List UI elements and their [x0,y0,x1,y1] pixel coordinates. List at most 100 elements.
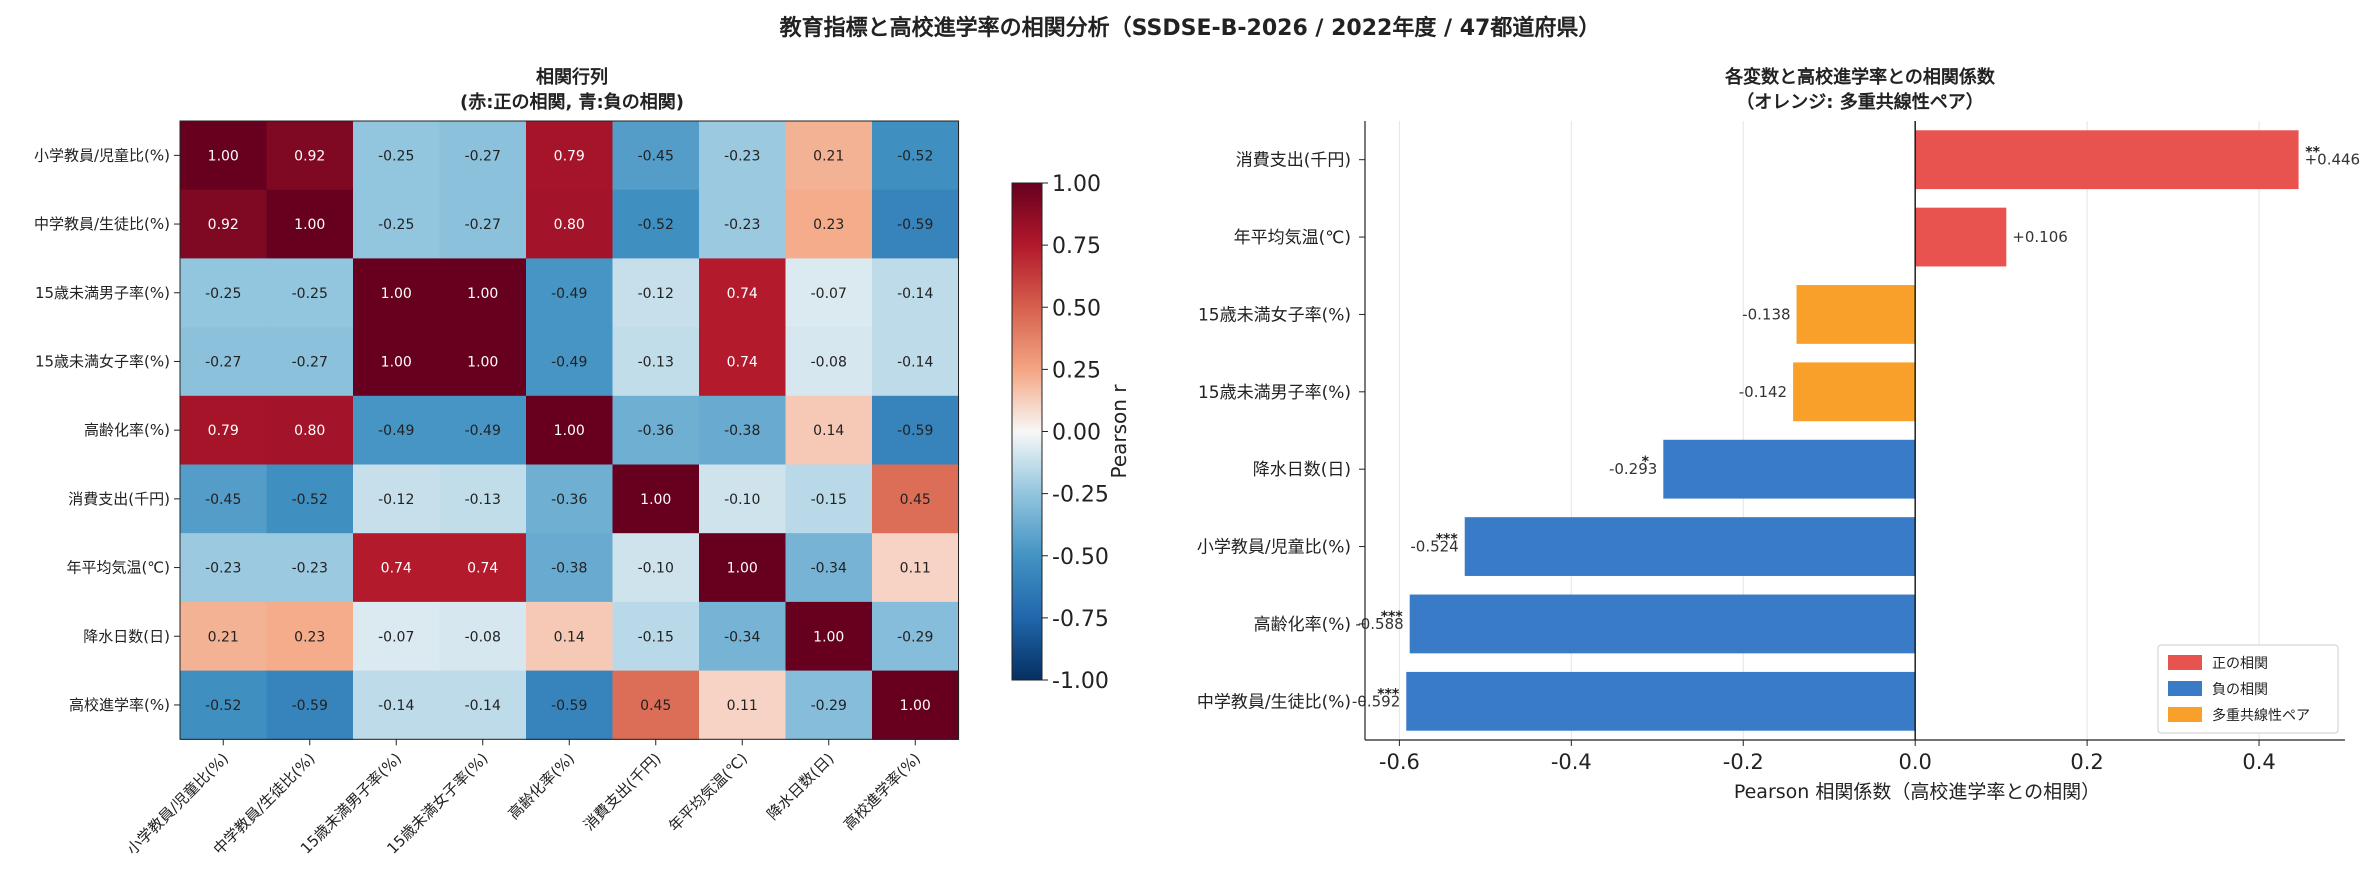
bar [1796,285,1916,344]
heatmap-cell [266,670,354,740]
heatmap-panel: 相関行列 (赤:正の相関, 青:負の相関) 1.00 0.92 -0.25 -0.27… [34,66,1131,858]
heatmap-cell-value: 0.92 [208,217,239,233]
heatmap-cell [266,258,354,328]
bar-category-label: 15歳未満女子率(%) [1198,305,1351,325]
heatmap-cell [266,395,354,466]
heatmap-cell-value: -0.08 [465,629,501,645]
heatmap-cell [872,121,960,191]
heatmap-cell-value: -0.27 [465,148,501,164]
heatmap-cell [699,670,787,740]
heatmap-cell [439,327,527,397]
heatmap-cell-value: 0.11 [900,561,931,577]
heatmap-cell [785,258,873,328]
heatmap-column-labels: 小学教員/児童比(%)中学教員/生徒比(%)15歳未満男子率(%)15歳未満女子… [123,739,924,858]
heatmap-cell-value: -0.45 [205,492,241,508]
heatmap-cell-value: -0.49 [465,423,501,439]
heatmap-cell [439,395,527,466]
heatmap-cells: 1.00 0.92 -0.25 -0.27 0.79 -0.45 -0.23 0.21 -0.5… [179,120,960,740]
bar-category-label: 高齢化率(%) [1254,615,1351,635]
heatmap-cell-value: 0.74 [727,286,758,302]
heatmap-cell-value: -0.52 [205,698,241,714]
colorbar-tick-label: 0.25 [1052,358,1101,383]
legend-swatch [2168,681,2202,696]
heatmap-cell [526,670,614,740]
bar-xlabel: Pearson 相関係数（高校進学率との相関） [1734,781,2100,803]
heatmap-cell-value: 0.80 [294,423,325,439]
heatmap-column-label: 降水日数(日) [764,749,838,823]
heatmap-cell [439,670,527,740]
heatmap-cell [699,258,787,328]
colorbar-tick-label: 0.50 [1052,296,1101,321]
heatmap-cell-value: 1.00 [554,423,585,439]
heatmap-cell [872,258,960,328]
bar-value-label: -0.588 [1355,615,1403,633]
heatmap-cell [266,327,354,397]
bar-xtick-label: -0.2 [1723,750,1764,774]
heatmap-cell [872,464,960,534]
heatmap-cell [872,670,960,740]
heatmap-cell-value: 1.00 [900,698,931,714]
bar-category-label: 消費支出(千円) [1236,151,1351,171]
bar-value-label: -0.293 [1609,460,1657,478]
heatmap-cell-value: 0.80 [554,217,585,233]
heatmap-cell [699,533,787,603]
bar [1793,362,1916,422]
bar-value-label: +0.446 [2305,151,2361,169]
heatmap-cell [612,189,700,259]
heatmap-cell-value: -0.27 [205,354,241,370]
heatmap-cell-value: 1.00 [467,354,498,370]
heatmap-cell-value: -0.10 [638,561,674,577]
heatmap-cell-value: -0.14 [465,698,501,714]
heatmap-cell [872,395,960,466]
heatmap-cell-value: -0.38 [724,423,760,439]
bar [1915,207,2007,267]
heatmap-cell-value: -0.49 [551,354,587,370]
heatmap-cell-value: -0.59 [897,217,933,233]
bar-value-label: -0.592 [1352,692,1400,710]
heatmap-cell [872,327,960,397]
heatmap-cell [180,670,268,740]
heatmap-cell [526,533,614,603]
colorbar-tick-label: 1.00 [1052,172,1101,197]
legend-frame [2157,644,2339,734]
heatmap-cell [699,327,787,397]
heatmap-cell-value: -0.23 [724,148,760,164]
heatmap-cell [353,189,441,259]
heatmap-cell-value: -0.38 [551,561,587,577]
heatmap-cell-value: -0.25 [292,286,328,302]
bar-value-label: -0.524 [1410,538,1458,556]
heatmap-cell [439,121,527,191]
heatmap-cell-value: 1.00 [381,286,412,302]
heatmap-cell [526,395,614,466]
heatmap-cell [266,601,354,672]
heatmap-cell-value: -0.08 [811,354,847,370]
heatmap-cell-value: 0.74 [727,354,758,370]
heatmap-cell [785,601,873,672]
heatmap-column-label: 消費支出(千円) [580,749,665,834]
bar-value-label: -0.138 [1742,305,1790,323]
heatmap-cell-value: -0.49 [551,286,587,302]
heatmap-cell [526,327,614,397]
heatmap-cell [180,395,268,466]
colorbar-tick-label: 0.75 [1052,234,1101,259]
heatmap-cell-value: 1.00 [208,148,239,164]
heatmap-cell-value: -0.52 [897,148,933,164]
legend-label: 多重共線性ペア [2212,707,2310,724]
colorbar-tick-label: 0.00 [1052,421,1101,446]
heatmap-cell-value: -0.29 [811,698,847,714]
heatmap-cell-value: -0.59 [292,698,328,714]
heatmap-cell-value: -0.27 [465,217,501,233]
heatmap-row-labels: 小学教員/児童比(%) 中学教員/生徒比(%) 15歳未満男子率(%) 15歳未満女子… [34,146,180,714]
heatmap-cell [353,121,441,191]
heatmap-cell [353,395,441,466]
heatmap-cell [872,189,960,259]
heatmap-cell [180,121,268,191]
heatmap-cell [439,258,527,328]
heatmap-title: 相関行列 [536,66,608,88]
heatmap-cell [266,464,354,534]
heatmap-cell-value: -0.36 [551,492,587,508]
heatmap-cell [180,464,268,534]
heatmap-cell [526,121,614,191]
colorbar-label: Pearson r [1107,384,1131,479]
heatmap-cell-value: 1.00 [813,629,844,645]
